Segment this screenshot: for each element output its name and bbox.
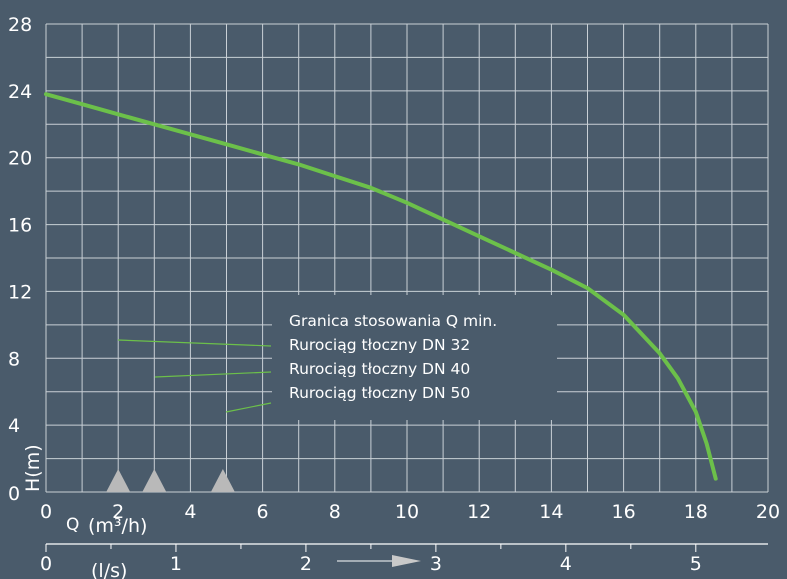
secondary-x-axis: 0 1 2 3 4 5 (40, 543, 768, 575)
secondary-x-tick-label: 4 (560, 553, 572, 575)
leader-line-dn32 (117, 339, 272, 347)
qmin-marker-triangle (210, 469, 235, 492)
leader-lines (117, 339, 272, 413)
x-axis-unit: (m³/h) (88, 515, 147, 537)
pump-curve-line (44, 92, 718, 481)
x-tick-label: 10 (395, 501, 419, 523)
y-tick-label: 28 (8, 14, 32, 36)
x-tick-label: 4 (184, 501, 196, 523)
x-tick-label: 6 (257, 501, 269, 523)
x-tick-label: 12 (467, 501, 491, 523)
y-tick-label: 4 (8, 415, 20, 437)
x-tick-label: 18 (684, 501, 708, 523)
secondary-x-axis-unit: (l/s) (91, 560, 127, 579)
x-tick-label: 14 (539, 501, 563, 523)
annotation-line-qmin: Granica stosowania Q min. (289, 312, 497, 330)
y-tick-label: 0 (8, 483, 20, 505)
annotation-line-dn32: Rurociąg tłoczny DN 32 (289, 336, 470, 354)
secondary-x-tick-label: 3 (430, 553, 442, 575)
y-tick-label: 16 (8, 215, 32, 237)
y-tick-label: 12 (8, 281, 32, 303)
x-tick-label: 20 (756, 501, 780, 523)
secondary-x-tick-label: 1 (170, 553, 182, 575)
y-tick-label: 20 (8, 148, 32, 170)
secondary-x-tick-label: 2 (300, 553, 312, 575)
x-tick-label: 16 (612, 501, 636, 523)
annotation-box-bg (272, 295, 557, 420)
qmin-markers (106, 469, 235, 492)
y-tick-label: 8 (8, 348, 20, 370)
x-axis-label: Q (66, 515, 79, 535)
x-tick-label: 8 (329, 501, 341, 523)
series-layer (44, 92, 718, 481)
direction-arrow-head (392, 555, 421, 567)
leader-line-dn50 (225, 402, 272, 413)
grid (45, 23, 769, 493)
secondary-x-tick-label: 0 (40, 553, 52, 575)
x-tick-label: 0 (40, 501, 52, 523)
qmin-marker-triangle (142, 469, 167, 492)
y-axis-label: H(m) (22, 444, 44, 492)
leader-line-dn40 (154, 371, 272, 378)
qmin-marker-triangle (106, 469, 131, 492)
annotation-box: Granica stosowania Q min. Rurociąg tłocz… (272, 295, 557, 420)
annotation-line-dn50: Rurociąg tłoczny DN 50 (289, 384, 470, 402)
annotation-line-dn40: Rurociąg tłoczny DN 40 (289, 360, 470, 378)
secondary-x-tick-label: 5 (690, 553, 702, 575)
y-tick-label: 24 (8, 81, 32, 103)
x-tick-label: 2 (112, 501, 124, 523)
